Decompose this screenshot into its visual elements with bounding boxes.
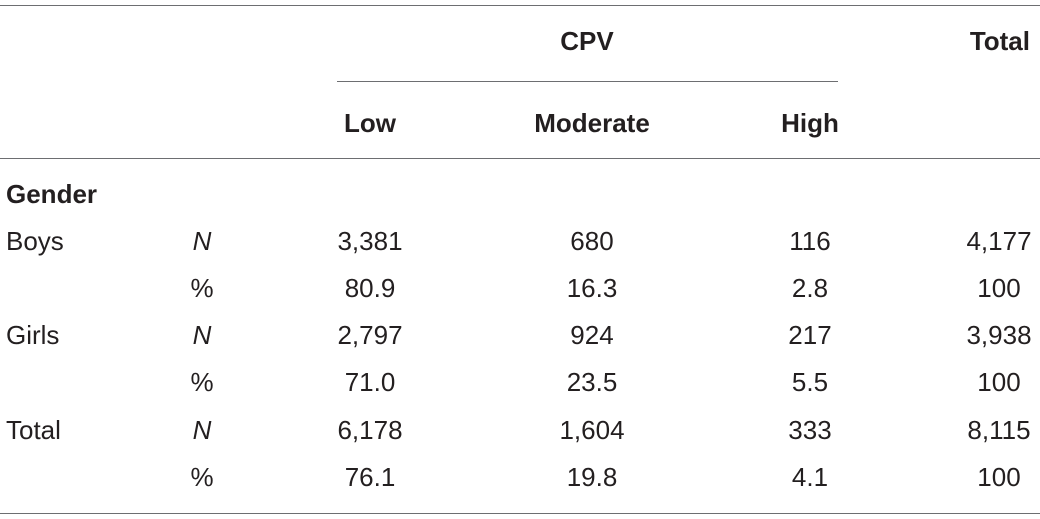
column-header-low: Low <box>344 108 396 138</box>
cell-low: 3,381 <box>337 226 403 256</box>
header-bottom-rule <box>0 158 1040 159</box>
top-rule <box>0 5 1040 6</box>
cell-total: 4,177 <box>966 226 1032 256</box>
cell-low: 71.0 <box>344 367 396 397</box>
cell-low: 6,178 <box>337 415 403 445</box>
cell-total: 8,115 <box>967 415 1031 445</box>
cell-low: 76.1 <box>344 462 396 492</box>
row-stat-label: N <box>192 226 212 256</box>
section-label-gender: Gender <box>6 179 98 209</box>
row-group-label: Total <box>6 415 61 445</box>
cell-total: 100 <box>977 367 1021 397</box>
row-stat-label: % <box>190 462 214 492</box>
cell-high: 116 <box>789 226 831 256</box>
row-group-label: Girls <box>6 320 60 350</box>
cell-low: 80.9 <box>344 273 396 303</box>
cell-total: 3,938 <box>966 320 1032 350</box>
cell-moderate: 23.5 <box>566 367 618 397</box>
cpv-group-header: CPV <box>560 26 614 56</box>
cell-moderate: 680 <box>570 226 614 256</box>
row-stat-label: % <box>190 273 214 303</box>
cell-low: 2,797 <box>337 320 403 350</box>
cell-total: 100 <box>977 273 1021 303</box>
row-group-label: Boys <box>6 226 64 256</box>
cell-high: 2.8 <box>791 273 829 303</box>
row-stat-label: % <box>190 367 214 397</box>
cell-moderate: 16.3 <box>566 273 618 303</box>
bottom-rule <box>0 513 1040 514</box>
row-stat-label: N <box>192 320 212 350</box>
column-header-high: High <box>781 108 839 138</box>
cell-moderate: 19.8 <box>566 462 618 492</box>
total-column-header: Total <box>969 26 1030 56</box>
cell-moderate: 924 <box>570 320 614 350</box>
cell-moderate: 1,604 <box>559 415 625 445</box>
cell-high: 217 <box>788 320 832 350</box>
cell-total: 100 <box>977 462 1021 492</box>
row-stat-label: N <box>192 415 212 445</box>
column-header-moderate: Moderate <box>534 108 650 138</box>
cell-high: 5.5 <box>791 367 829 397</box>
cell-high: 333 <box>788 415 832 445</box>
cpv-span-rule <box>337 81 838 82</box>
cell-high: 4.1 <box>791 462 829 492</box>
